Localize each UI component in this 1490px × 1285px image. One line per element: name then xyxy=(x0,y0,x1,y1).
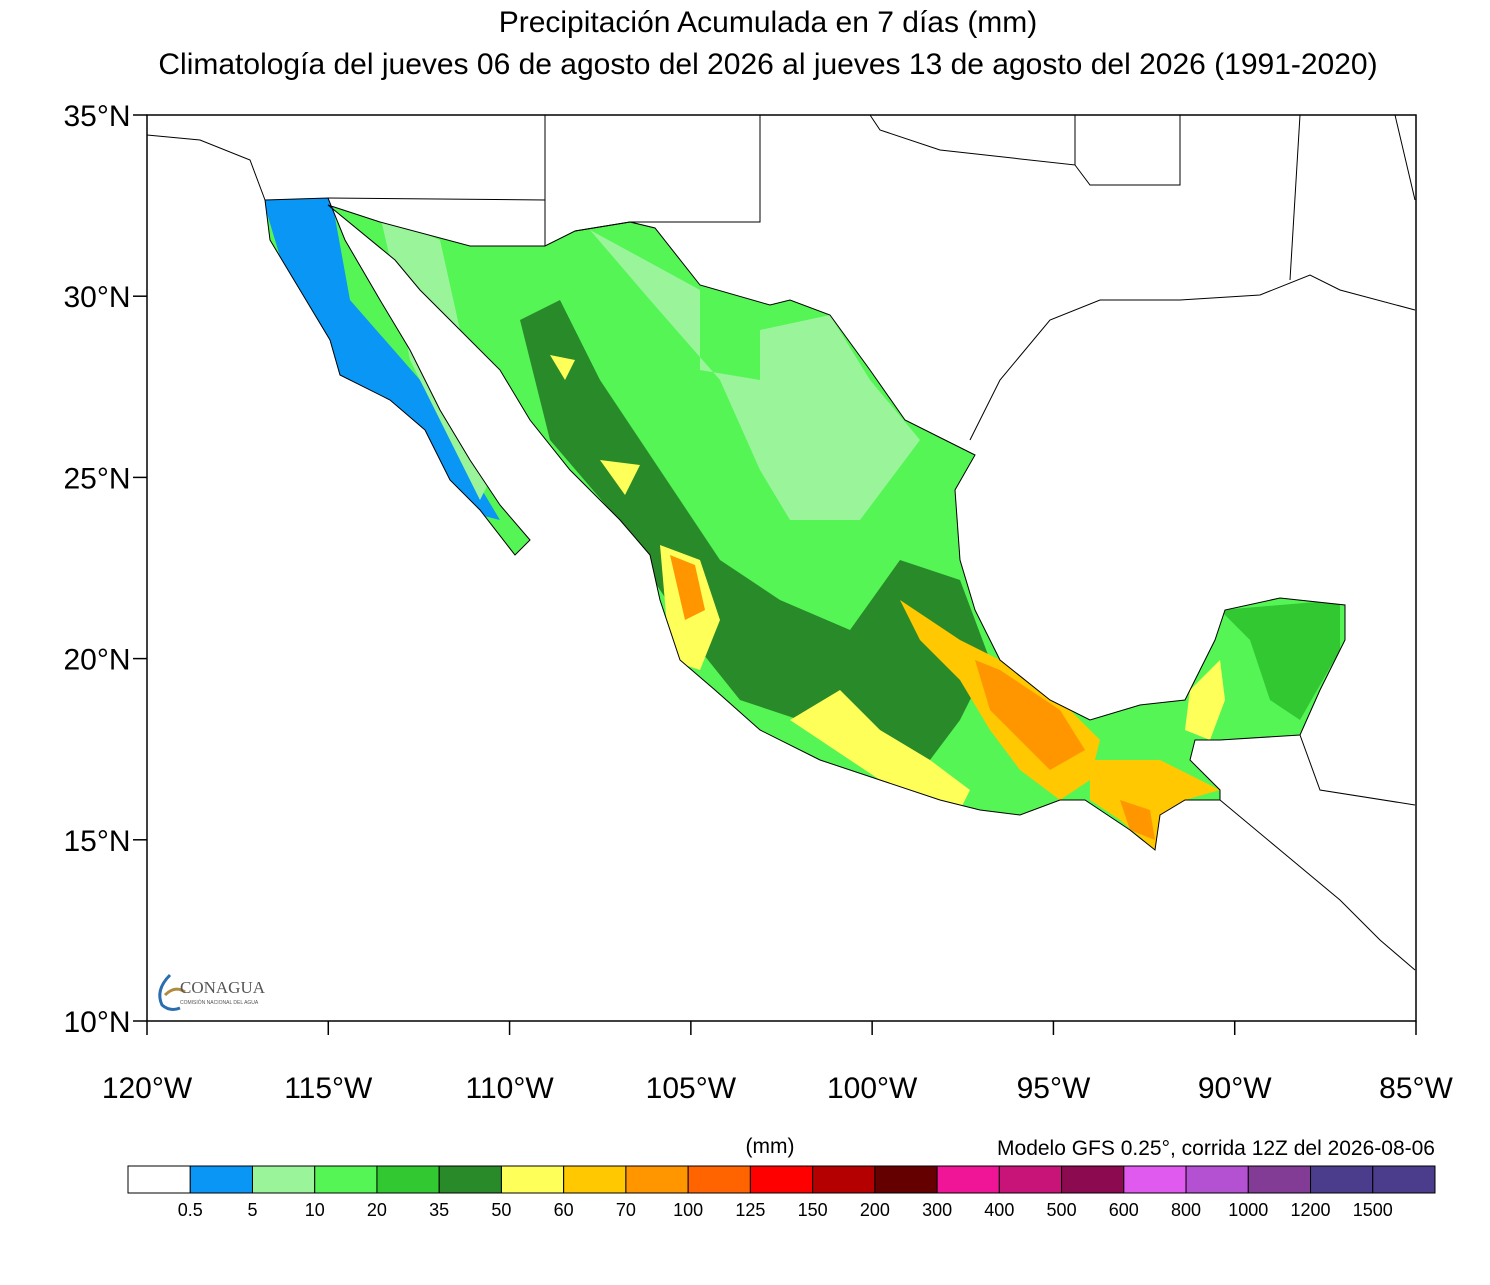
colorbar-label: 600 xyxy=(1109,1200,1139,1220)
colorbar: 0.5 5 10 20 35 50 60 70 100 125 150 200 300 400 500 600… xyxy=(127,1165,1436,1220)
colorbar-swatch xyxy=(625,1165,689,1194)
lat-tick-label: 30°N xyxy=(63,281,130,314)
colorbar-label: 300 xyxy=(922,1200,952,1220)
lat-tick-label: 20°N xyxy=(63,644,130,677)
lat-tick-label: 15°N xyxy=(63,825,130,858)
colorbar-label: 1200 xyxy=(1291,1200,1331,1220)
colorbar-label: 50 xyxy=(491,1200,511,1220)
axes: 35°N 30°N 25°N 20°N 15°N 10°N 120°W 115°W 110°W 1… xyxy=(63,100,1453,1105)
colorbar-swatch xyxy=(189,1165,253,1194)
colorbar-swatch xyxy=(936,1165,1000,1194)
colorbar-label: 400 xyxy=(984,1200,1014,1220)
precip-field xyxy=(265,198,1345,850)
lon-tick-label: 90°W xyxy=(1198,1072,1272,1105)
lat-tick-label: 10°N xyxy=(63,1006,130,1039)
colorbar-label: 150 xyxy=(798,1200,828,1220)
lon-tick-label: 100°W xyxy=(827,1072,918,1105)
colorbar-swatch xyxy=(1123,1165,1187,1194)
colorbar-swatch xyxy=(500,1165,565,1194)
colorbar-label: 35 xyxy=(429,1200,449,1220)
colorbar-label: 1000 xyxy=(1228,1200,1268,1220)
lon-tick-label: 110°W xyxy=(466,1072,555,1105)
colorbar-swatch xyxy=(687,1165,751,1194)
map-frame xyxy=(146,114,1417,1022)
colorbar-label: 10 xyxy=(305,1200,325,1220)
colorbar-swatch xyxy=(1185,1165,1249,1194)
colorbar-unit: (mm) xyxy=(746,1135,795,1158)
colorbar-label: 800 xyxy=(1171,1200,1201,1220)
map: CONAGUA COMISIÓN NACIONAL DEL AGUA xyxy=(146,114,1417,1022)
logo: CONAGUA COMISIÓN NACIONAL DEL AGUA xyxy=(158,973,266,1011)
lon-tick-label: 85°W xyxy=(1379,1072,1453,1105)
subtitle: Climatología del jueves 06 de agosto del… xyxy=(158,48,1377,81)
colorbar-swatch xyxy=(376,1165,440,1194)
colorbar-label: 0.5 xyxy=(178,1200,203,1220)
colorbar-swatch xyxy=(749,1165,814,1194)
lon-tick-label: 105°W xyxy=(646,1072,737,1105)
model-note: Modelo GFS 0.25°, corrida 12Z del 2026-0… xyxy=(997,1137,1435,1160)
lat-tick-label: 25°N xyxy=(63,462,130,495)
logo-subtitle: COMISIÓN NACIONAL DEL AGUA xyxy=(180,999,259,1006)
colorbar-label: 125 xyxy=(735,1200,765,1220)
lon-tick-label: 115°W xyxy=(284,1072,373,1105)
colorbar-swatch xyxy=(127,1165,191,1194)
colorbar-label: 20 xyxy=(367,1200,387,1220)
colorbar-label: 70 xyxy=(616,1200,636,1220)
colorbar-swatch xyxy=(1310,1165,1374,1194)
colorbar-swatch xyxy=(812,1165,876,1194)
colorbar-label: 200 xyxy=(860,1200,890,1220)
lon-tick-label: 95°W xyxy=(1017,1072,1091,1105)
colorbar-swatch xyxy=(438,1165,502,1194)
lat-tick-label: 35°N xyxy=(63,100,130,133)
colorbar-swatch xyxy=(998,1165,1063,1194)
colorbar-label: 60 xyxy=(554,1200,574,1220)
colorbar-swatch xyxy=(314,1165,378,1194)
colorbar-label: 100 xyxy=(673,1200,703,1220)
colorbar-swatch xyxy=(563,1165,627,1194)
colorbar-swatch xyxy=(874,1165,938,1194)
colorbar-swatch xyxy=(1061,1165,1125,1194)
colorbar-label: 1500 xyxy=(1353,1200,1393,1220)
logo-name: CONAGUA xyxy=(180,978,266,997)
title: Precipitación Acumulada en 7 días (mm) xyxy=(499,6,1038,39)
colorbar-label: 500 xyxy=(1047,1200,1077,1220)
colorbar-label: 5 xyxy=(247,1200,257,1220)
lon-tick-label: 120°W xyxy=(102,1072,193,1105)
colorbar-swatch xyxy=(1247,1165,1312,1194)
colorbar-swatch xyxy=(251,1165,316,1194)
colorbar-swatch xyxy=(1372,1165,1436,1194)
